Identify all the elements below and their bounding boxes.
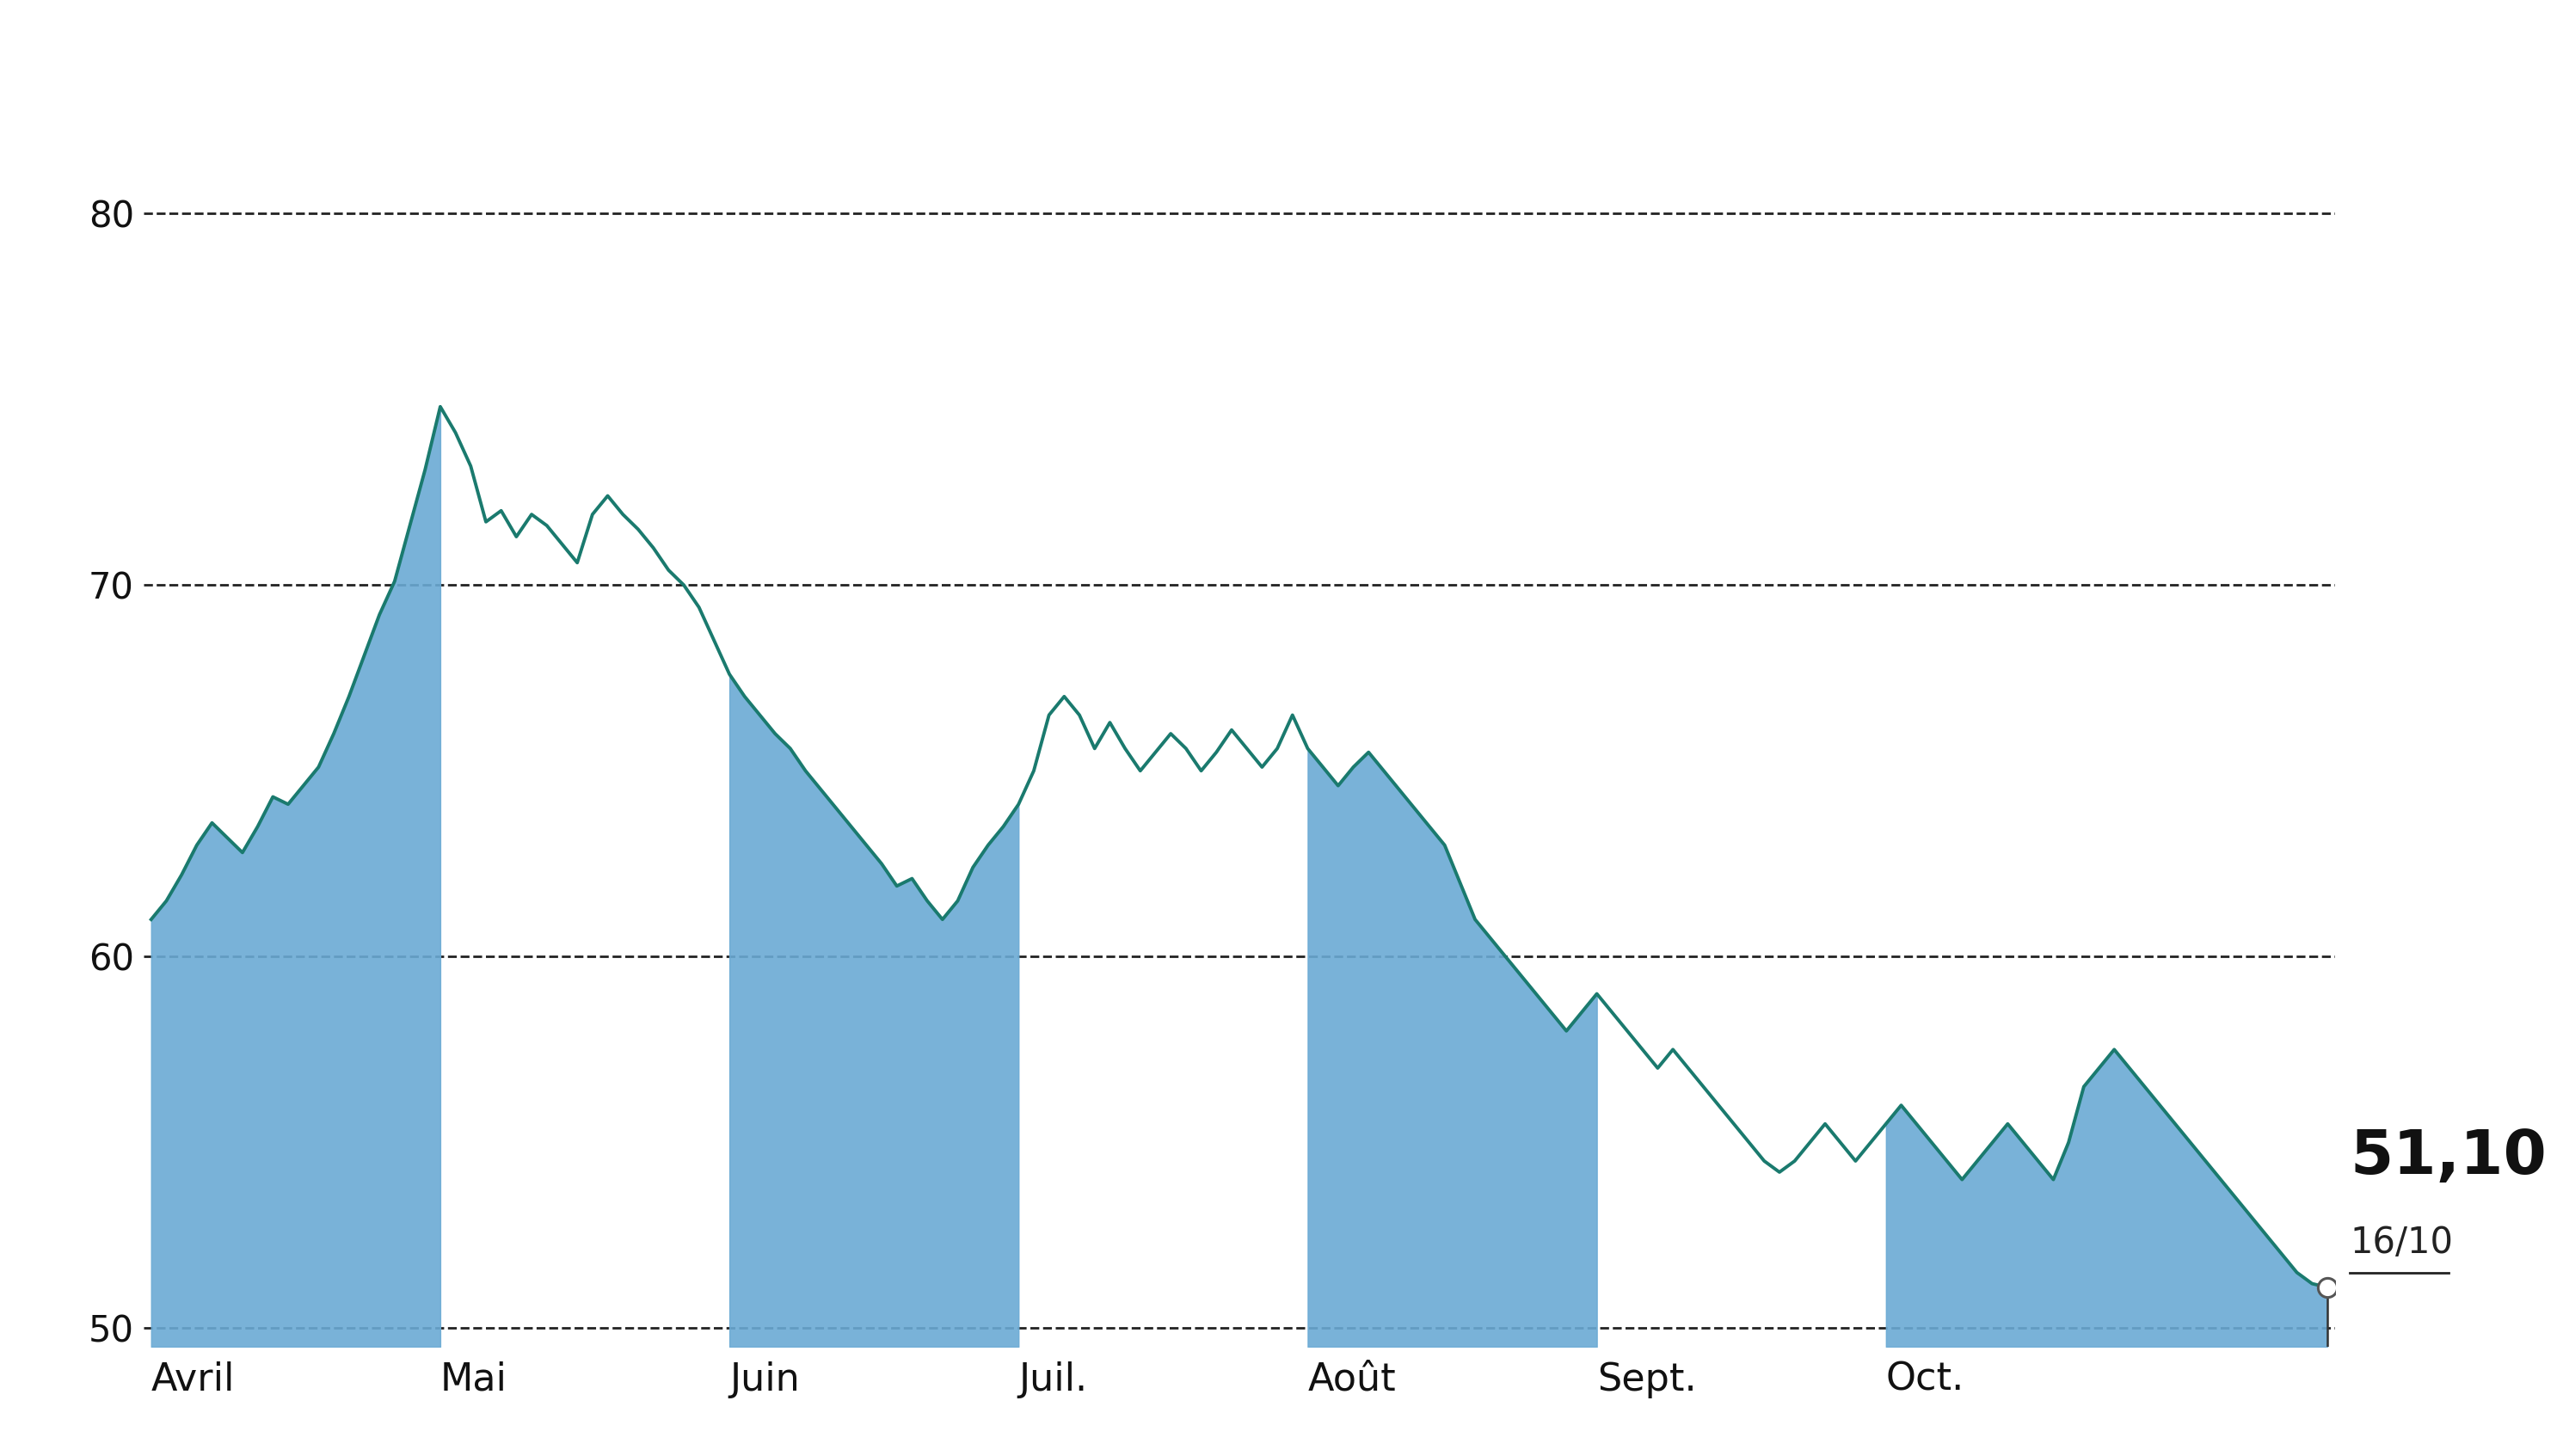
Text: 16/10: 16/10 [2350, 1224, 2453, 1261]
Text: 51,10: 51,10 [2350, 1127, 2548, 1187]
Text: Energiekontor AG: Energiekontor AG [818, 20, 1745, 111]
